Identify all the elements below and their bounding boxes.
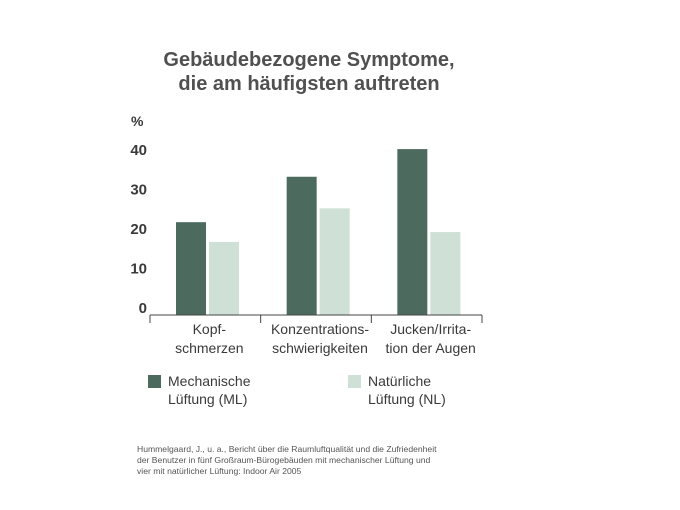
y-tick-label-3: 30 xyxy=(130,182,147,199)
legend-swatch-ml xyxy=(148,375,161,388)
y-tick-label-4: 40 xyxy=(130,142,147,159)
category-label-0-line-1: schmerzen xyxy=(175,340,243,356)
bar-ml-0 xyxy=(176,222,206,315)
category-label-2-line-1: tion der Augen xyxy=(386,340,476,356)
chart-title-line-2: die am häufigsten auftreten xyxy=(178,73,440,95)
bar-nl-0 xyxy=(209,241,239,315)
source-line-3: vier mit natürlicher Lüftung: Indoor Air… xyxy=(137,466,302,476)
chart-title: Gebäudebezogene Symptome, die am häufigs… xyxy=(0,48,618,96)
bar-nl-1 xyxy=(319,208,350,315)
chart-title-line-1: Gebäudebezogene Symptome, xyxy=(163,49,455,71)
y-axis-unit-label: % xyxy=(131,113,144,129)
legend-label-ml-line-1: Mechanische xyxy=(168,373,251,389)
y-tick-label-1: 10 xyxy=(130,261,147,278)
legend-label-nl-line-2: Lüftung (NL) xyxy=(368,391,446,407)
category-label-1-line-0: Konzentrations- xyxy=(271,321,369,337)
category-label-1-line-1: schwierigkeiten xyxy=(272,340,368,356)
category-label-0-line-0: Kopf- xyxy=(193,321,227,337)
y-tick-label-2: 20 xyxy=(130,221,147,238)
legend-label-nl-line-1: Natürliche xyxy=(368,373,432,389)
source-line-1: Hummelgaard, J., u. a., Bericht über die… xyxy=(137,444,437,454)
category-label-2-line-0: Jucken/Irrita- xyxy=(390,321,471,337)
source-line-2: der Benutzer in fünf Großraum-Bürogebäud… xyxy=(137,455,431,465)
legend-swatch-nl xyxy=(348,375,361,388)
legend-label-nl: Natürliche Lüftung (NL) xyxy=(368,372,528,408)
source-note: Hummelgaard, J., u. a., Bericht über die… xyxy=(137,444,537,477)
bar-ml-1 xyxy=(286,176,317,315)
legend-label-ml: Mechanische Lüftung (ML) xyxy=(168,372,328,408)
y-tick-label-0: 0 xyxy=(139,300,147,317)
bar-ml-2 xyxy=(397,149,428,315)
bar-nl-2 xyxy=(430,232,461,315)
legend-label-ml-line-2: Lüftung (ML) xyxy=(168,391,248,407)
